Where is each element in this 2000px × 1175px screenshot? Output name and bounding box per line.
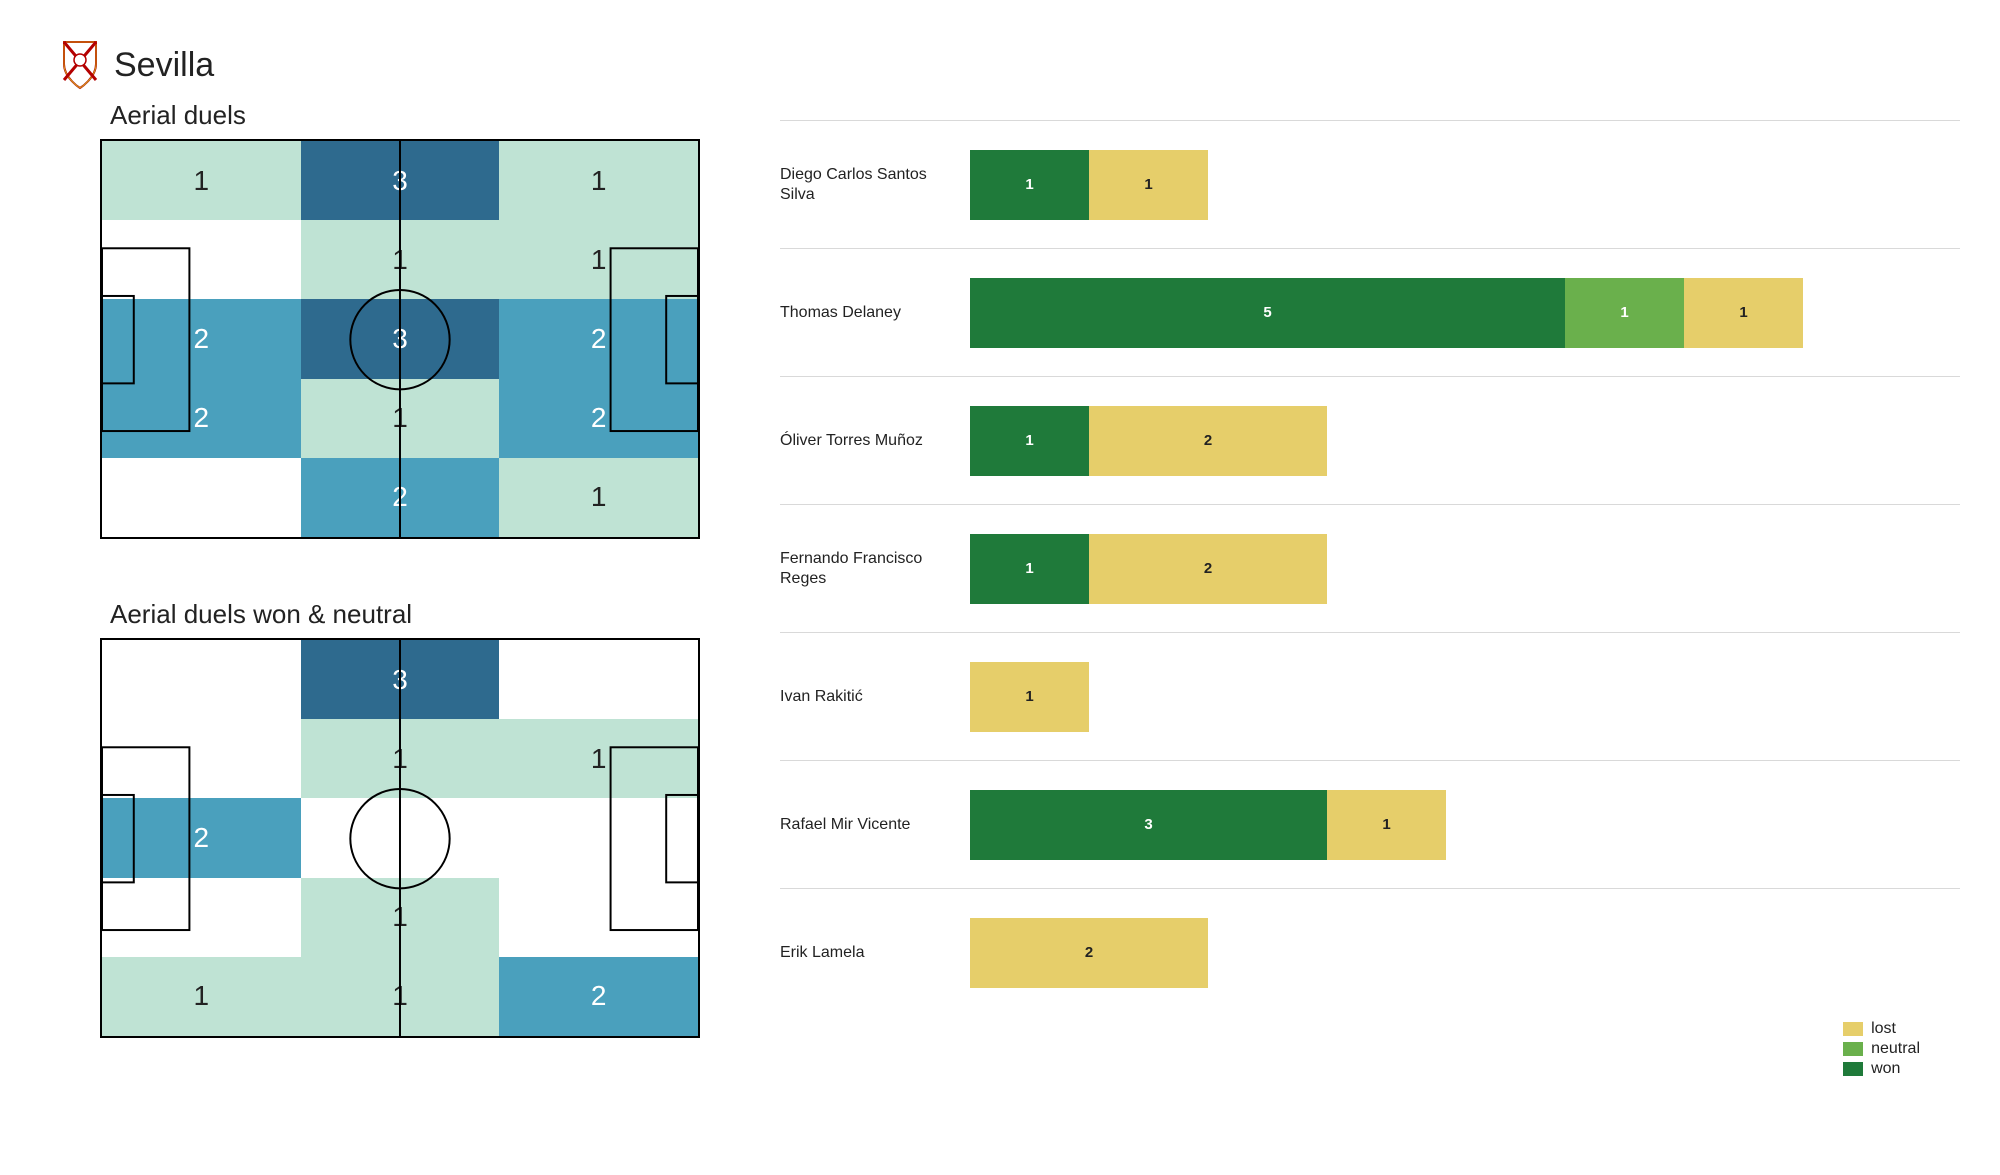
heatmap-zone: 1	[102, 957, 301, 1036]
bar-track: 1	[970, 662, 1960, 732]
player-row: Erik Lamela2	[780, 888, 1960, 1016]
heatmap-zone: 1	[499, 141, 698, 220]
bar-track: 11	[970, 150, 1960, 220]
heatmap-zone	[102, 719, 301, 798]
bar-segment-lost: 1	[1684, 278, 1803, 348]
bar-segment-won: 1	[970, 406, 1089, 476]
heatmap-zone: 1	[301, 719, 500, 798]
heatmap-zone	[102, 878, 301, 957]
content-row: Aerial duels 1311123221221 Aerial duels …	[100, 100, 1960, 1098]
pitch-grid: 31121112	[100, 638, 700, 1038]
heatmap-zone: 2	[499, 379, 698, 458]
bar-track: 12	[970, 406, 1960, 476]
player-row: Rafael Mir Vicente31	[780, 760, 1960, 888]
heatmap-zone	[102, 458, 301, 537]
header: Sevilla	[60, 40, 1960, 90]
bar-segment-lost: 1	[1327, 790, 1446, 860]
bar-track: 2	[970, 918, 1960, 988]
dashboard-root: Sevilla Aerial duels 1311123221221	[40, 40, 1960, 1098]
bar-segment-lost: 1	[1089, 150, 1208, 220]
heatmap-zone	[301, 798, 500, 877]
heatmap-zone: 3	[301, 640, 500, 719]
player-name: Óliver Torres Muñoz	[780, 431, 970, 451]
player-name: Erik Lamela	[780, 943, 970, 963]
heatmap-zone: 1	[301, 878, 500, 957]
bar-segment-won: 5	[970, 278, 1565, 348]
heatmap-zone: 1	[301, 379, 500, 458]
bar-segment-won: 3	[970, 790, 1327, 860]
legend-label: won	[1871, 1060, 1900, 1078]
heatmap-column: Aerial duels 1311123221221 Aerial duels …	[100, 100, 720, 1098]
heatmap-zone: 2	[102, 379, 301, 458]
heatmap-title: Aerial duels	[110, 100, 720, 131]
heatmap-zone: 3	[301, 141, 500, 220]
player-name: Thomas Delaney	[780, 303, 970, 323]
heatmap-zone: 2	[301, 458, 500, 537]
heatmap-zone: 1	[301, 957, 500, 1036]
bar-segment-lost: 2	[1089, 534, 1327, 604]
heatmap-zone: 2	[499, 299, 698, 378]
legend: lost neutral won	[1843, 1018, 1920, 1078]
bar-track: 511	[970, 278, 1960, 348]
legend-item: lost	[1843, 1020, 1920, 1038]
bar-segment-lost: 1	[970, 662, 1089, 732]
player-row: Ivan Rakitić1	[780, 632, 1960, 760]
legend-swatch-icon	[1843, 1022, 1863, 1036]
heatmap-zone: 2	[499, 957, 698, 1036]
legend-item: won	[1843, 1060, 1920, 1078]
bar-track: 12	[970, 534, 1960, 604]
bar-segment-won: 1	[970, 150, 1089, 220]
team-crest-icon	[60, 40, 100, 90]
player-row: Óliver Torres Muñoz12	[780, 376, 1960, 504]
heatmap-zone: 1	[499, 458, 698, 537]
heatmap-aerial-duels: Aerial duels 1311123221221	[100, 100, 720, 539]
player-row: Fernando Francisco Reges12	[780, 504, 1960, 632]
player-bars: Diego Carlos Santos Silva11Thomas Delane…	[780, 100, 1960, 1098]
legend-swatch-icon	[1843, 1042, 1863, 1056]
legend-item: neutral	[1843, 1040, 1920, 1058]
heatmap-zone: 1	[301, 220, 500, 299]
heatmap-zone	[499, 640, 698, 719]
bar-track: 31	[970, 790, 1960, 860]
heatmap-zone	[499, 878, 698, 957]
player-name: Diego Carlos Santos Silva	[780, 165, 970, 205]
pitch-grid: 1311123221221	[100, 139, 700, 539]
team-name: Sevilla	[114, 46, 214, 85]
heatmap-zone: 2	[102, 299, 301, 378]
heatmap-zone	[102, 640, 301, 719]
player-name: Fernando Francisco Reges	[780, 549, 970, 589]
player-name: Rafael Mir Vicente	[780, 815, 970, 835]
heatmap-zone: 3	[301, 299, 500, 378]
bar-segment-lost: 2	[1089, 406, 1327, 476]
legend-swatch-icon	[1843, 1062, 1863, 1076]
legend-label: lost	[1871, 1020, 1896, 1038]
player-row: Diego Carlos Santos Silva11	[780, 120, 1960, 248]
bar-segment-won: 1	[970, 534, 1089, 604]
player-row: Thomas Delaney511	[780, 248, 1960, 376]
heatmap-zone: 1	[102, 141, 301, 220]
heatmap-zone	[499, 798, 698, 877]
player-name: Ivan Rakitić	[780, 687, 970, 707]
heatmap-aerial-duels-won: Aerial duels won & neutral 31121112	[100, 599, 720, 1038]
heatmap-zone: 2	[102, 798, 301, 877]
bar-segment-lost: 2	[970, 918, 1208, 988]
legend-label: neutral	[1871, 1040, 1920, 1058]
bar-segment-neutral: 1	[1565, 278, 1684, 348]
heatmap-zone	[102, 220, 301, 299]
heatmap-zone: 1	[499, 220, 698, 299]
heatmap-zone: 1	[499, 719, 698, 798]
heatmap-title: Aerial duels won & neutral	[110, 599, 720, 630]
